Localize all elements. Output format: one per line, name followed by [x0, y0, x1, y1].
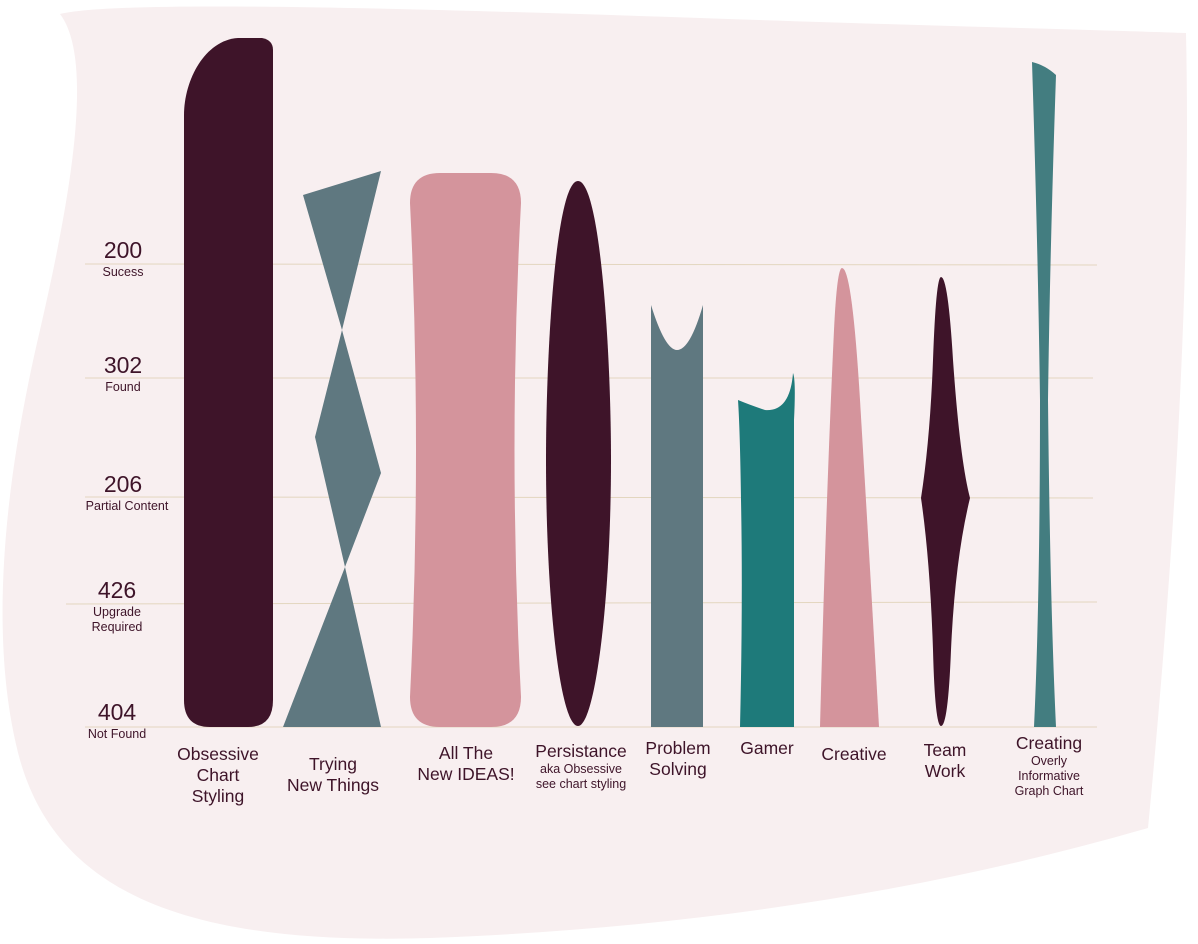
column-label: Persistance	[535, 741, 626, 761]
column-label: Team	[924, 740, 967, 760]
column-label: Creating	[1016, 733, 1082, 753]
shape-problem	[651, 305, 703, 727]
shape-obsessive	[184, 38, 273, 727]
level-code: 404	[98, 699, 137, 725]
shape-team	[921, 277, 970, 726]
column-label: Creative	[821, 744, 886, 764]
level-code: 426	[98, 577, 136, 603]
level-label: Upgrade	[93, 605, 141, 619]
shapes	[184, 38, 1056, 727]
column-label: Solving	[649, 759, 706, 779]
column-label: Work	[925, 761, 966, 781]
level-label: Partial Content	[86, 499, 169, 513]
column-label: Problem	[645, 738, 710, 758]
column-label: Obsessive	[177, 744, 259, 764]
level-label: Required	[92, 620, 143, 634]
column-label: Styling	[192, 786, 245, 806]
level-label: Found	[105, 380, 140, 394]
column-label: All The	[439, 743, 493, 763]
column-sublabel: aka Obsessive	[540, 762, 622, 776]
shape-gamer	[738, 373, 795, 727]
level-label: Not Found	[88, 727, 146, 741]
shape-creative	[820, 268, 879, 727]
column-sublabel: Graph Chart	[1015, 784, 1084, 798]
column-label: New Things	[287, 775, 379, 795]
column-sublabel: Overly	[1031, 754, 1068, 768]
level-code: 302	[104, 352, 142, 378]
column-sublabel: Informative	[1018, 769, 1080, 783]
shape-trying	[283, 171, 381, 727]
level-code: 206	[104, 471, 142, 497]
shape-creating	[1032, 62, 1056, 727]
labels: 200 Sucess 302 Found 206 Partial Content 426 Up…	[86, 237, 1084, 806]
shape-ideas	[410, 173, 521, 727]
column-sublabel: see chart styling	[536, 777, 626, 791]
shape-persistance	[546, 181, 611, 726]
level-code: 200	[104, 237, 142, 263]
column-label: Chart	[197, 765, 240, 785]
column-label: Trying	[309, 754, 357, 774]
column-label: New IDEAS!	[417, 764, 514, 784]
level-label: Sucess	[103, 265, 144, 279]
column-label: Gamer	[740, 738, 794, 758]
